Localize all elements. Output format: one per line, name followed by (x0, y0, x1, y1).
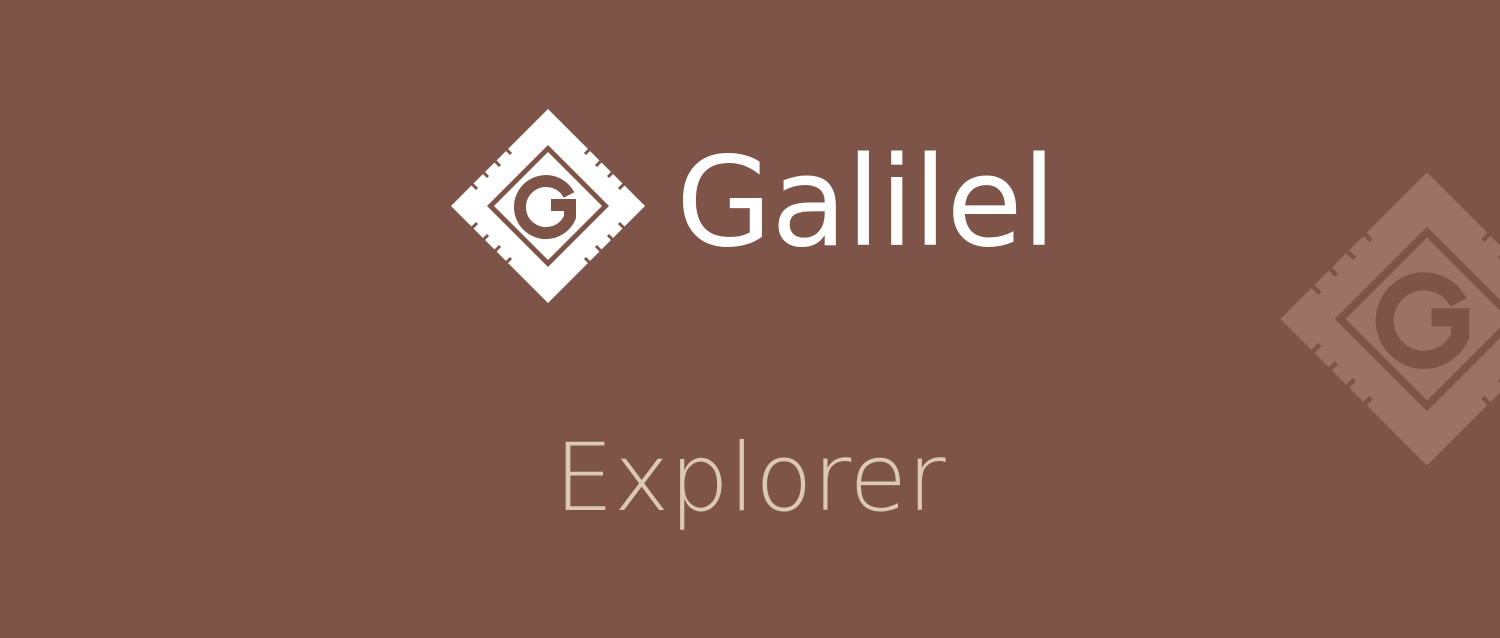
brand-name: Galilel (676, 131, 1056, 275)
galilel-chip-icon (451, 109, 645, 303)
product-name: Explorer (554, 424, 946, 533)
